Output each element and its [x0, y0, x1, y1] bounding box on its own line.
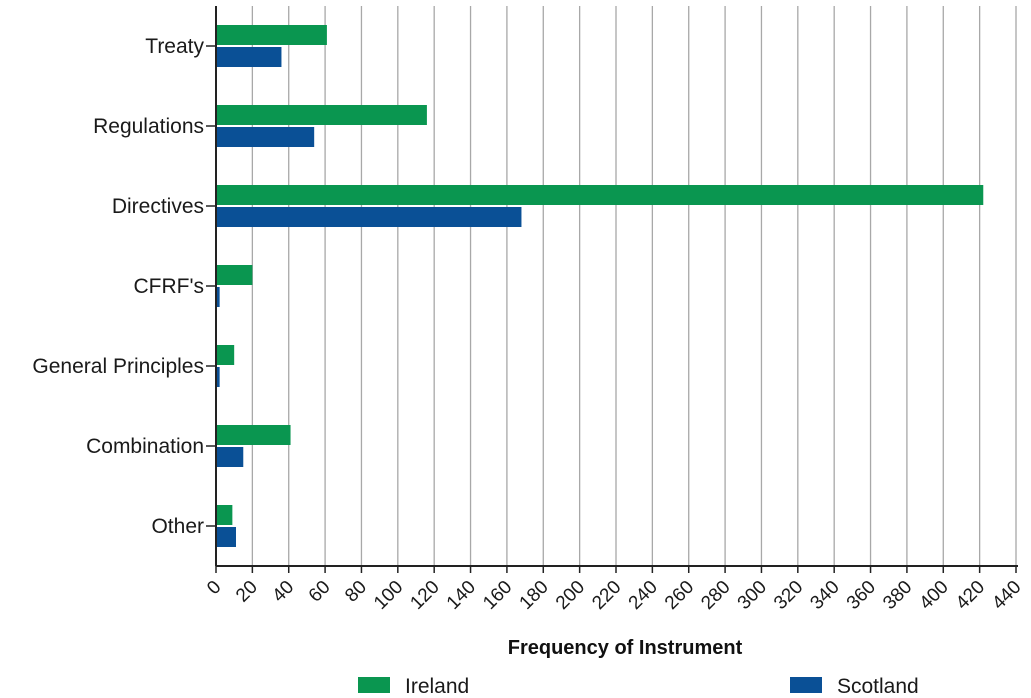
- x-tick-label: 240: [625, 577, 662, 614]
- legend-swatch: [358, 677, 390, 693]
- x-tick-label: 420: [952, 577, 989, 614]
- x-tick-label: 440: [988, 577, 1025, 614]
- bar-ireland: [216, 265, 253, 285]
- bar-scotland: [216, 47, 282, 67]
- category-label: Treaty: [145, 35, 204, 58]
- bar-scotland: [216, 287, 220, 307]
- x-tick-label: 260: [661, 577, 698, 614]
- legend: Ireland Scotland: [358, 675, 919, 698]
- category-label: Combination: [86, 435, 204, 458]
- x-tick-label: 380: [879, 577, 916, 614]
- x-tick-label: 280: [697, 577, 734, 614]
- category-label: General Principles: [32, 355, 204, 378]
- x-tick-label: 0: [203, 577, 225, 599]
- x-tick-label: 20: [232, 577, 262, 607]
- legend-label: Ireland: [405, 675, 469, 698]
- x-tick-label: 360: [843, 577, 880, 614]
- x-tick-label: 160: [479, 577, 516, 614]
- bar-ireland: [216, 505, 233, 525]
- bar-ireland: [216, 345, 235, 365]
- x-tick-label: 140: [443, 577, 480, 614]
- x-tick-label: 320: [770, 577, 807, 614]
- bars: [216, 25, 984, 547]
- x-tick-label: 340: [806, 577, 843, 614]
- x-tick-labels: 0 20 40 60 80 100 120 140 160 180 200 220 240 260 280 3…: [203, 566, 1026, 614]
- x-tick-label: 180: [516, 577, 553, 614]
- legend-label: Scotland: [837, 675, 919, 698]
- bar-scotland: [216, 527, 236, 547]
- bar-scotland: [216, 367, 220, 387]
- bar-scotland: [216, 207, 522, 227]
- x-tick-label: 100: [370, 577, 407, 614]
- bar-scotland: [216, 447, 244, 467]
- x-tick-label: 200: [552, 577, 589, 614]
- category-label: Directives: [112, 195, 204, 218]
- bar-ireland: [216, 425, 291, 445]
- legend-swatch: [790, 677, 822, 693]
- category-label: Other: [151, 515, 204, 538]
- grid: [251, 6, 1017, 566]
- bar-scotland: [216, 127, 315, 147]
- bar-ireland: [216, 25, 327, 45]
- category-label: Regulations: [93, 115, 204, 138]
- axes: [215, 6, 1018, 567]
- x-tick-label: 220: [588, 577, 625, 614]
- x-axis-title: Frequency of Instrument: [508, 637, 743, 659]
- x-tick-label: 400: [916, 577, 953, 614]
- x-tick-label: 80: [341, 577, 371, 607]
- x-tick-label: 40: [268, 577, 298, 607]
- x-tick-label: 60: [305, 577, 335, 607]
- bar-ireland: [216, 185, 984, 205]
- category-label: CFRF's: [134, 275, 205, 298]
- x-tick-label: 120: [406, 577, 443, 614]
- bar-ireland: [216, 105, 427, 125]
- category-labels: Treaty Regulations Directives CFRF's General…: [32, 35, 216, 538]
- x-tick-label: 300: [734, 577, 771, 614]
